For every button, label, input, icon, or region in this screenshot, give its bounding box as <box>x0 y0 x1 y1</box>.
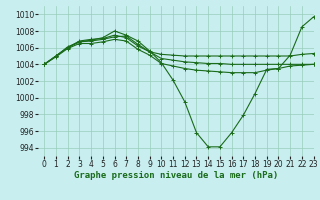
X-axis label: Graphe pression niveau de la mer (hPa): Graphe pression niveau de la mer (hPa) <box>74 171 278 180</box>
